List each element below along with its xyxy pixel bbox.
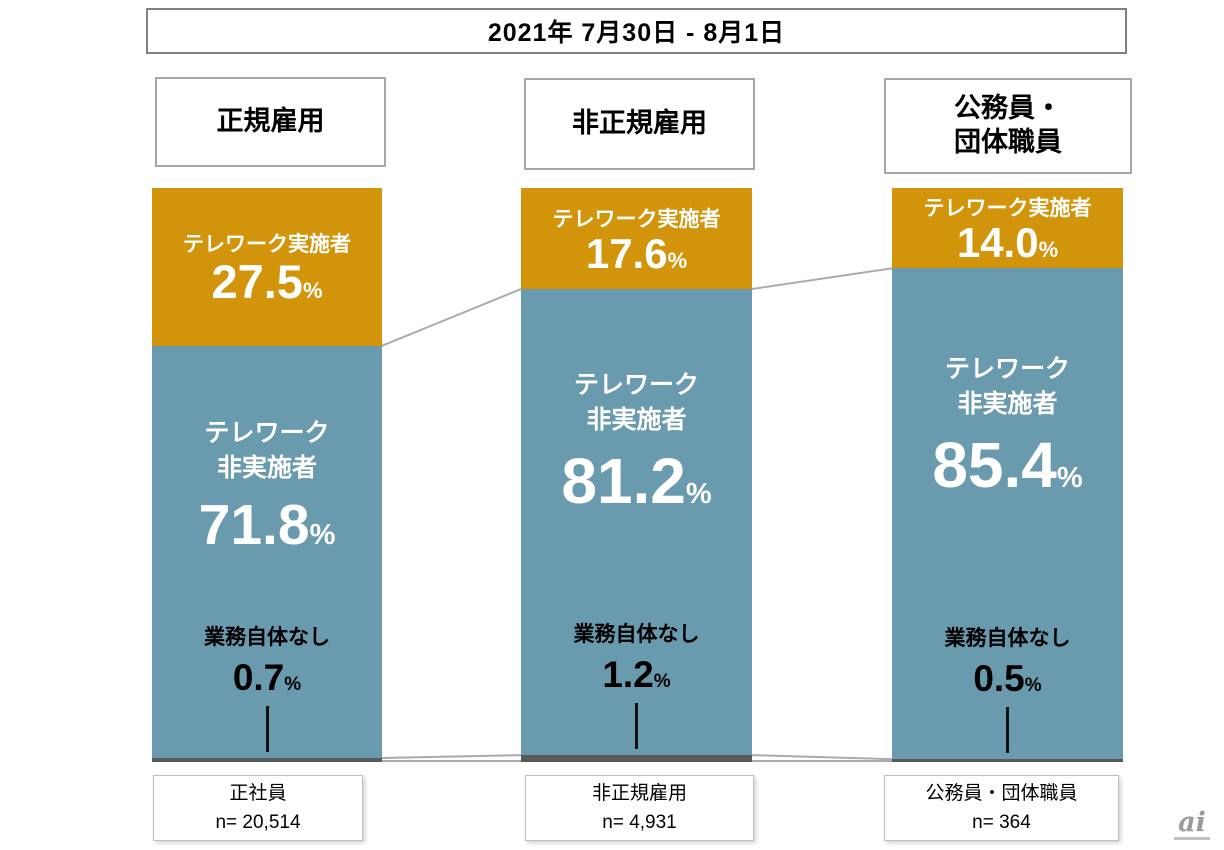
- column-header-public-servant: 公務員・ 団体職員: [884, 78, 1132, 174]
- segment-telework: テレワーク実施者 14.0%: [892, 188, 1123, 269]
- percent-sign: %: [1038, 237, 1059, 263]
- percent-sign: %: [653, 671, 671, 693]
- column-header-label: 正規雇用: [216, 106, 325, 137]
- segment-value: 81.2%: [561, 445, 712, 518]
- percent-sign: %: [1056, 461, 1083, 494]
- column-header-nonregular-employment: 非正規雇用: [524, 78, 755, 170]
- percent-sign: %: [685, 478, 712, 511]
- sample-size-value: n= 20,514: [215, 812, 301, 833]
- percent-sign: %: [667, 247, 688, 273]
- segment-label-group: テレワーク 非実施者 85.4%: [892, 352, 1123, 500]
- no-work-annotation: 業務自体なし 0.5%: [892, 622, 1123, 754]
- sample-group-label: 公務員・団体職員: [925, 782, 1078, 804]
- percent-sign: %: [302, 278, 323, 304]
- stacked-bar-regular-employment: テレワーク実施者 27.5% テレワーク 非実施者 71.8% 業務自体なし 0…: [152, 188, 382, 762]
- column-header-label: 非正規雇用: [572, 108, 707, 139]
- percent-sign: %: [309, 518, 336, 551]
- segment-telework: テレワーク実施者 27.5%: [152, 188, 382, 346]
- segment-label: テレワーク 非実施者: [204, 418, 330, 482]
- sample-size-box-nonregular: 非正規雇用 n= 4,931: [525, 775, 754, 841]
- watermark-subline: [1174, 837, 1210, 840]
- stacked-bar-public-servant: テレワーク実施者 14.0% テレワーク 非実施者 85.4% 業務自体なし 0…: [892, 188, 1123, 762]
- leader-line: [1006, 707, 1009, 754]
- segment-telework: テレワーク実施者 17.6%: [521, 188, 752, 290]
- no-work-annotation: 業務自体なし 1.2%: [521, 618, 752, 750]
- stacked-bar-nonregular-employment: テレワーク実施者 17.6% テレワーク 非実施者 81.2% 業務自体なし 1…: [521, 188, 752, 762]
- column-header-regular-employment: 正規雇用: [155, 77, 386, 167]
- leader-line: [265, 705, 269, 752]
- segment-value: 14.0%: [956, 219, 1059, 267]
- column-header-label: 公務員・ 団体職員: [954, 93, 1062, 157]
- segment-no-work: [152, 757, 382, 762]
- segment-value: 85.4%: [932, 428, 1083, 501]
- annotation-label: 業務自体なし: [204, 625, 330, 649]
- segment-no-telework: テレワーク 非実施者 81.2% 業務自体なし 1.2%: [521, 289, 752, 756]
- segment-label: テレワーク実施者: [923, 197, 1092, 221]
- segment-value: 17.6%: [585, 229, 688, 277]
- percent-sign: %: [1024, 675, 1042, 697]
- segment-label: テレワーク実施者: [183, 233, 351, 257]
- segment-no-telework: テレワーク 非実施者 85.4% 業務自体なし 0.5%: [892, 268, 1123, 760]
- leader-line: [635, 703, 638, 750]
- chart-title: 2021年 7月30日 - 8月1日: [487, 19, 786, 47]
- annotation-value: 0.5%: [973, 658, 1042, 700]
- no-work-annotation: 業務自体なし 0.7%: [152, 621, 382, 752]
- sample-group-label: 正社員: [229, 782, 287, 804]
- watermark-logo: ai: [1178, 806, 1206, 838]
- annotation-label: 業務自体なし: [573, 623, 700, 647]
- segment-label-group: テレワーク 非実施者 71.8%: [152, 416, 382, 557]
- segment-value: 27.5%: [211, 255, 323, 309]
- annotation-label: 業務自体なし: [944, 627, 1071, 651]
- segment-label-group: テレワーク 非実施者 81.2%: [521, 368, 752, 516]
- sample-group-label: 非正規雇用: [591, 782, 687, 804]
- annotation-value: 1.2%: [602, 654, 671, 696]
- segment-no-telework: テレワーク 非実施者 71.8% 業務自体なし 0.7%: [152, 345, 382, 758]
- chart-title-box: 2021年 7月30日 - 8月1日: [146, 8, 1127, 54]
- segment-no-work: [892, 759, 1123, 762]
- segment-label: テレワーク実施者: [552, 207, 721, 231]
- sample-size-value: n= 364: [972, 812, 1031, 833]
- segment-no-work: [521, 755, 752, 762]
- segment-label: テレワーク 非実施者: [573, 371, 699, 435]
- segment-value: 71.8%: [198, 492, 336, 557]
- sample-size-box-regular: 正社員 n= 20,514: [153, 775, 363, 841]
- sample-size-box-public-servant: 公務員・団体職員 n= 364: [884, 775, 1119, 841]
- segment-label: テレワーク 非実施者: [944, 354, 1070, 418]
- publisher-watermark: ai: [1174, 806, 1210, 840]
- annotation-value: 0.7%: [232, 656, 302, 698]
- percent-sign: %: [284, 673, 302, 695]
- sample-size-value: n= 4,931: [602, 812, 677, 833]
